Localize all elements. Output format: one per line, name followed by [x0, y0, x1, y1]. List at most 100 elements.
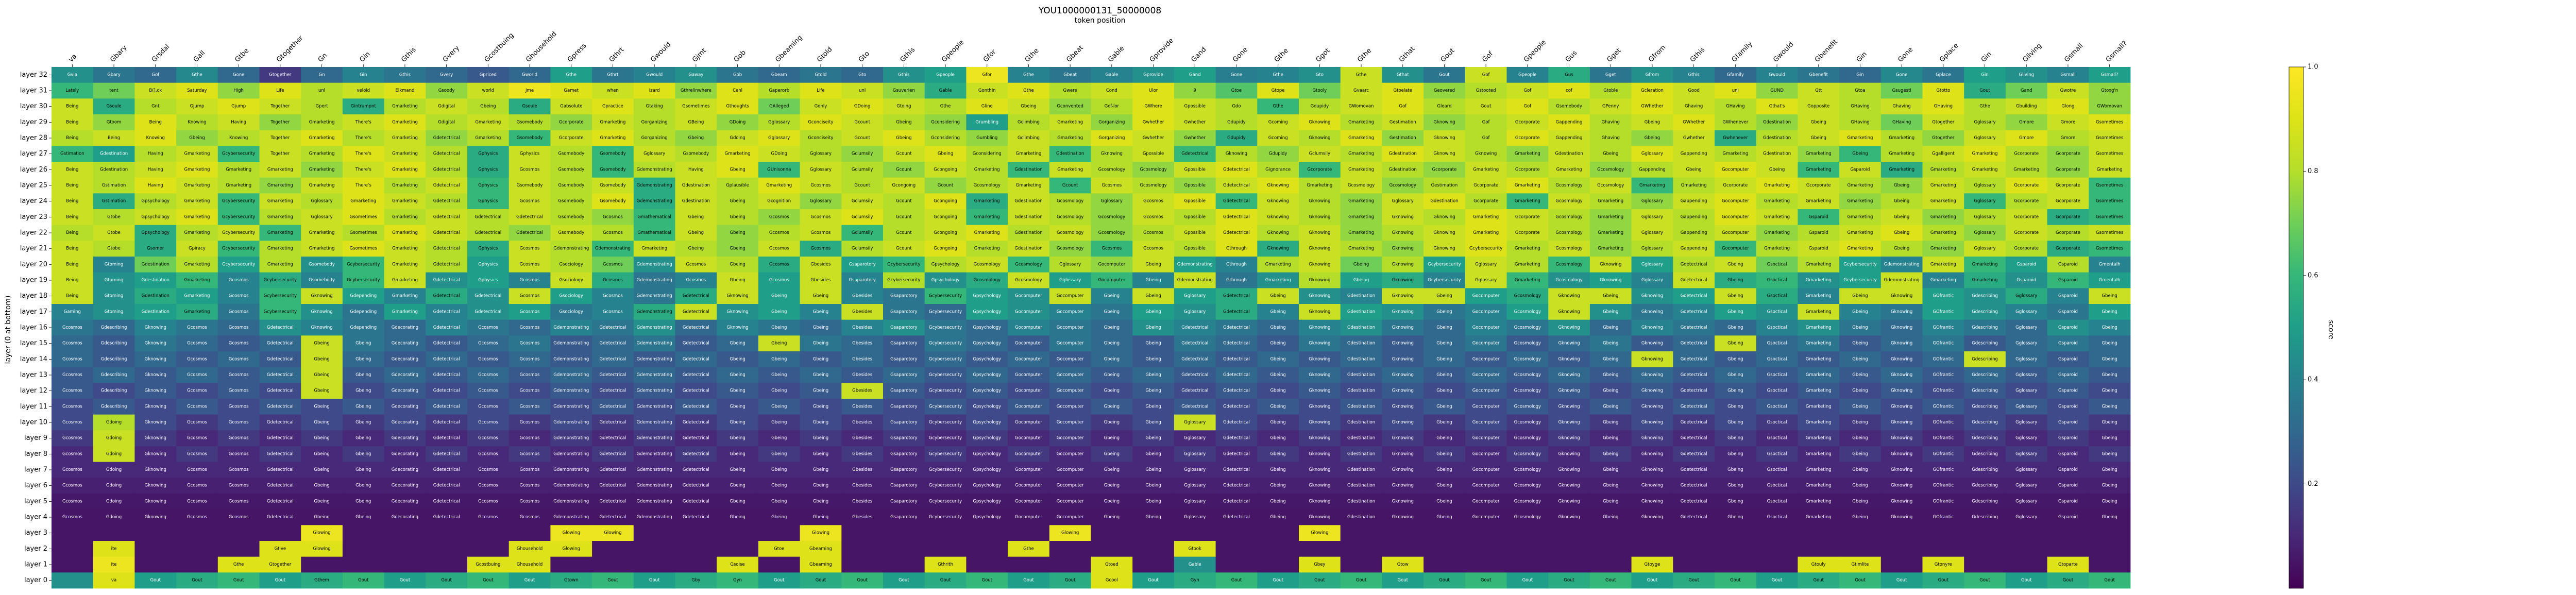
heatmap-cell [1091, 541, 1133, 557]
heatmap-cell [883, 541, 925, 557]
heatmap-cell [1465, 67, 1507, 83]
cell-label: Gocomputer [1472, 515, 1500, 520]
cell-label: Gbesides [852, 294, 873, 299]
cell-label: Gdescribing [1972, 356, 1998, 362]
cell-label: Gbeing [813, 420, 828, 425]
y-tick-label: layer 5 [24, 498, 47, 505]
heatmap-cell [592, 146, 634, 162]
cell-label: Gsoctical [1767, 262, 1787, 267]
cell-label: Gcosmos [229, 436, 249, 441]
heatmap-cell [883, 146, 925, 162]
cell-label: Gcorporate [1806, 183, 1831, 188]
cell-label: Gdemonstrating [637, 499, 672, 504]
cell-label: Gout [1564, 578, 1574, 583]
cell-label: Gcorporate [2056, 230, 2080, 235]
cell-label: Gknowing [145, 356, 166, 362]
cell-label: Gdestination [1763, 151, 1791, 157]
heatmap-cell [176, 556, 218, 573]
cell-label: Gcorporate [1432, 167, 1457, 172]
cell-label: Gocomputer [1722, 214, 1749, 219]
cell-label: Gcosmos [603, 294, 623, 299]
cell-label: Gsugesti [1892, 88, 1911, 93]
heatmap-cell [217, 225, 260, 241]
cell-label: Gmarketing [1598, 199, 1623, 204]
heatmap-cell [217, 177, 260, 194]
cell-label: Gmathematical [637, 214, 671, 219]
cell-label: Gbeing [1145, 262, 1161, 267]
heatmap-cell [2089, 525, 2131, 541]
cell-label: Gdescribing [1972, 451, 1998, 456]
cell-label: Gbeing [938, 151, 953, 157]
cell-label: Gget [1605, 72, 1616, 77]
cell-label: Gcosmos [229, 467, 249, 472]
heatmap-cell [1839, 82, 1882, 99]
cell-label: Gocomputer [1057, 294, 1084, 299]
cell-label: Gdestination [1347, 294, 1375, 299]
heatmap-cell [1340, 541, 1382, 557]
cell-label: Gsociology [560, 278, 583, 283]
cell-label: Gcosmology [1514, 467, 1541, 472]
cell-label: Gsaparotory [890, 451, 917, 456]
cell-label: Gdetectrical [1681, 341, 1707, 346]
cell-label: Gmarketing [267, 246, 293, 251]
heatmap-cell [52, 130, 94, 146]
cell-label: Gdetectrical [433, 483, 460, 488]
cell-label: Gdetectrical [474, 309, 501, 314]
heatmap-cell [758, 114, 800, 131]
cell-label: Gsomebody [309, 262, 335, 267]
heatmap-cell [883, 193, 925, 210]
cell-label: Gknowing [1891, 388, 1912, 394]
cell-label: Gmarketing [2097, 167, 2123, 172]
heatmap-cell [1215, 556, 1258, 573]
cell-label: Gjump [231, 104, 246, 109]
cell-label: Gappending [1681, 246, 1707, 251]
cell-label: Gsoule [522, 104, 537, 109]
heatmap-cell [93, 114, 135, 131]
cell-label: Gbeing [1436, 294, 1452, 299]
cell-label: Gknowing [1891, 325, 1912, 330]
heatmap-cell [467, 525, 510, 541]
cell-label: Gpsychology [931, 278, 960, 283]
cell-label: Gknowing [1392, 372, 1414, 378]
cell-label: Gcybersecurity [929, 467, 962, 472]
cell-label: Gcount [1062, 183, 1078, 188]
cell-label: Gbeing [1436, 309, 1452, 314]
cell-label: Gthe [233, 562, 244, 567]
cell-label: GUND [1770, 88, 1784, 93]
cell-label: Ghaving [1685, 104, 1703, 109]
cell-label: ite [111, 562, 117, 567]
cell-label: Gocomputer [1722, 199, 1749, 204]
cell-label: Gbeing [1727, 404, 1743, 409]
cell-label: Gknowing [1891, 467, 1912, 472]
cell-label: Gbey [1314, 562, 1325, 567]
cell-label: Gknowing [145, 372, 166, 378]
cell-label: Gbeing [813, 451, 828, 456]
cell-label: Gdetectrical [600, 499, 626, 504]
cell-label: Gdemonstrating [553, 515, 589, 520]
heatmap-cell [426, 177, 468, 194]
heatmap-cell [1880, 98, 1923, 115]
cell-label: Gcosmos [769, 214, 789, 219]
cell-label: Gcosmos [520, 404, 540, 409]
cell-label: Gbeing [771, 515, 787, 520]
cell-label: Gmathematical [637, 230, 671, 235]
heatmap-cell [217, 114, 260, 131]
cell-label: Gdupidy [1227, 135, 1246, 141]
heatmap-cell [550, 82, 592, 99]
cell-label: Gmarketing [392, 104, 418, 109]
cell-label: Gsparoid [2058, 294, 2078, 299]
cell-label: Gbeing [1145, 388, 1161, 394]
heatmap-cell [1049, 162, 1091, 178]
heatmap-cell [467, 98, 510, 115]
cell-label: Gcorporate [2056, 246, 2080, 251]
cell-label: Gdestination [1056, 151, 1084, 157]
cell-label: Gcosmos [187, 451, 207, 456]
cell-label: Gdetectrical [600, 325, 626, 330]
cell-label: GDoing [730, 120, 745, 125]
cell-label: Gtold [815, 72, 827, 77]
heatmap-cell [717, 177, 759, 194]
heatmap-cell [800, 146, 842, 162]
cell-label: Gtive [275, 546, 286, 551]
cell-label: va [111, 578, 116, 583]
cell-label: Gmarketing [1930, 199, 1956, 204]
